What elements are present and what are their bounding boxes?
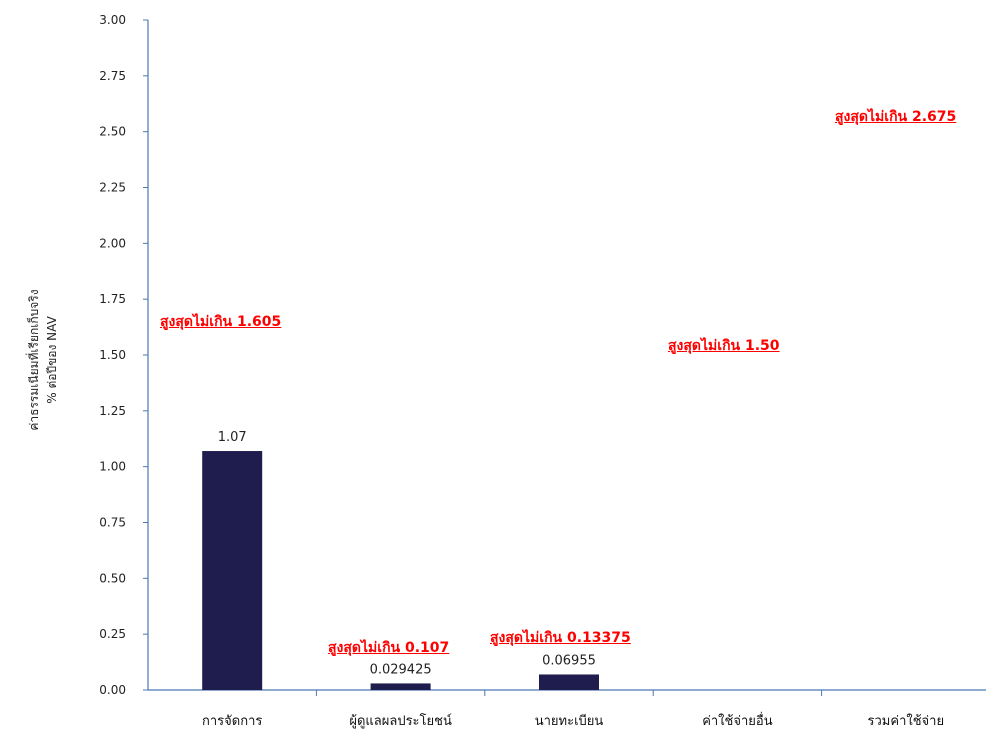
max-fee-annotation: สูงสุดไม่เกิน 1.50 [668,338,780,354]
data-label: 0.029425 [370,662,432,677]
y-tick-label: 2.25 [99,181,126,195]
max-fee-annotation: สูงสุดไม่เกิน 0.13375 [490,630,631,646]
y-tick-label: 2.75 [99,69,126,83]
y-axis-title-line: % ต่อปีของ NAV [45,315,59,403]
bar [202,451,263,690]
x-category-label: ผู้ดูแลผลประโยชน์ [349,713,452,729]
y-axis-title: ค่าธรรมเนียมที่เรียกเก็บจริง % ต่อปีของ N… [25,289,59,430]
data-label: 1.07 [218,430,247,445]
x-category-label: นายทะเบียน [535,713,604,729]
y-tick-label: 1.00 [99,460,126,474]
data-label: 0.06955 [542,653,596,668]
x-category-label: ค่าใช้จ่ายอื่น [702,712,773,729]
y-tick-label: 1.25 [99,404,126,418]
bar [539,674,599,690]
max-fee-annotation: สูงสุดไม่เกิน 0.107 [328,640,450,656]
y-tick-label: 1.50 [99,348,126,362]
y-tick-label: 0.50 [99,571,126,585]
y-tick-label: 0.25 [99,627,126,641]
y-tick-label: 0.00 [99,683,126,697]
x-category-label: การจัดการ [202,714,262,729]
y-tick-label: 0.75 [99,516,126,530]
x-category-label: รวมค่าใช้จ่าย [868,713,945,729]
max-fee-annotation: สูงสุดไม่เกิน 1.605 [160,314,282,330]
max-fee-annotation: สูงสุดไม่เกิน 2.675 [835,109,957,125]
y-tick-label: 2.50 [99,125,126,139]
y-tick-label: 1.75 [99,292,126,306]
y-axis-title-line: ค่าธรรมเนียมที่เรียกเก็บจริง [25,289,41,430]
y-tick-label: 3.00 [99,13,126,27]
bar [370,683,431,690]
y-tick-label: 2.00 [99,236,126,250]
